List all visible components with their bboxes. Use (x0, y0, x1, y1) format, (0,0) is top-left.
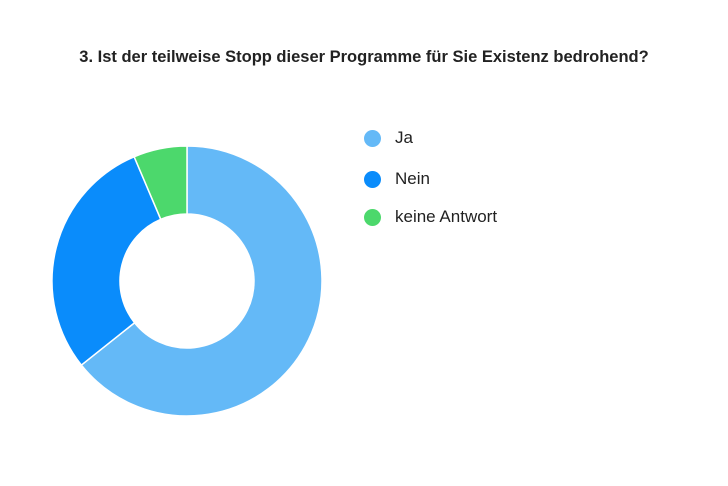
legend-dot-icon (364, 129, 381, 147)
legend-label: keine Antwort (395, 207, 498, 226)
legend-item: keine Antwort (364, 206, 497, 228)
legend-label: Ja (395, 128, 413, 147)
legend-item: Nein (364, 168, 430, 190)
legend-dot-icon (364, 170, 381, 188)
slice-keine-antwort (133, 145, 188, 221)
legend-dot-icon (364, 208, 381, 226)
slice-ja (80, 145, 323, 417)
slice-nein (51, 155, 162, 367)
chart-title: 3. Ist der teilweise Stopp dieser Progra… (79, 48, 649, 66)
legend-item: Ja (364, 127, 413, 149)
legend-label: Nein (395, 169, 430, 188)
